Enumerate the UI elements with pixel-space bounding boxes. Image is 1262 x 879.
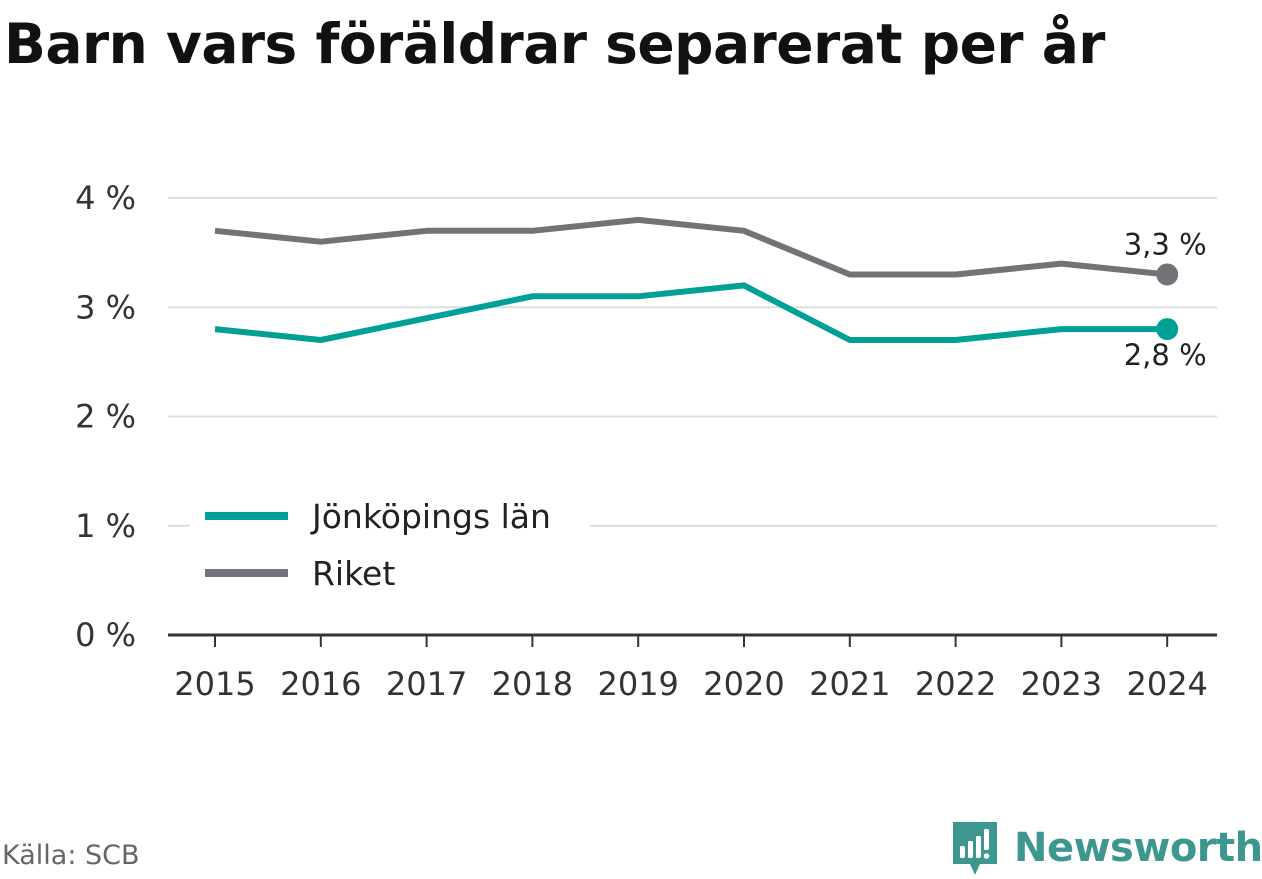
- x-tick-label: 2023: [1021, 665, 1102, 703]
- brand-logo: Newsworthy: [950, 818, 1262, 878]
- y-tick-label: 3 %: [75, 288, 136, 326]
- end-value-labels: 2,8 % 3,3 %: [1124, 227, 1207, 372]
- x-tick-label: 2015: [174, 665, 255, 703]
- series-end-marker: [1156, 318, 1179, 341]
- series-line: [214, 282, 1168, 343]
- x-tick-label: 2017: [386, 665, 467, 703]
- series-end-marker: [1156, 263, 1179, 286]
- x-axis: [168, 633, 1217, 647]
- source-note: Källa: SCB: [2, 840, 140, 871]
- y-axis-tick-labels: 0 % 1 % 2 % 3 % 4 %: [75, 179, 136, 654]
- series-lines: [214, 216, 1179, 343]
- x-tick-label: 2022: [915, 665, 996, 703]
- x-tick-label: 2018: [492, 665, 573, 703]
- end-value-label: 3,3 %: [1124, 227, 1207, 261]
- x-tick-label: 2020: [703, 665, 784, 703]
- brand-name: Newsworthy: [1014, 825, 1262, 871]
- newsworthy-chart-logo-icon: [953, 822, 997, 875]
- x-axis-tick-labels: 2015 2016 2017 2018 2019 2020 2021 2022 2023 2024: [174, 665, 1208, 703]
- end-value-label: 2,8 %: [1124, 338, 1207, 372]
- y-tick-label: 1 %: [75, 507, 136, 545]
- x-tick-label: 2021: [809, 665, 890, 703]
- legend-label: Riket: [312, 554, 395, 593]
- y-tick-label: 0 %: [75, 616, 136, 654]
- y-tick-label: 2 %: [75, 398, 136, 436]
- legend-label: Jönköpings län: [310, 497, 551, 536]
- chart-title: Barn vars föräldrar separerat per år: [4, 12, 1105, 76]
- x-tick-label: 2019: [597, 665, 678, 703]
- y-tick-label: 4 %: [75, 179, 136, 217]
- x-tick-label: 2016: [280, 665, 361, 703]
- legend: Jönköpings län Riket: [190, 488, 590, 608]
- x-tick-label: 2024: [1126, 665, 1207, 703]
- gridlines: [168, 197, 1217, 527]
- legend-background: [190, 488, 590, 608]
- series-line: [214, 216, 1168, 278]
